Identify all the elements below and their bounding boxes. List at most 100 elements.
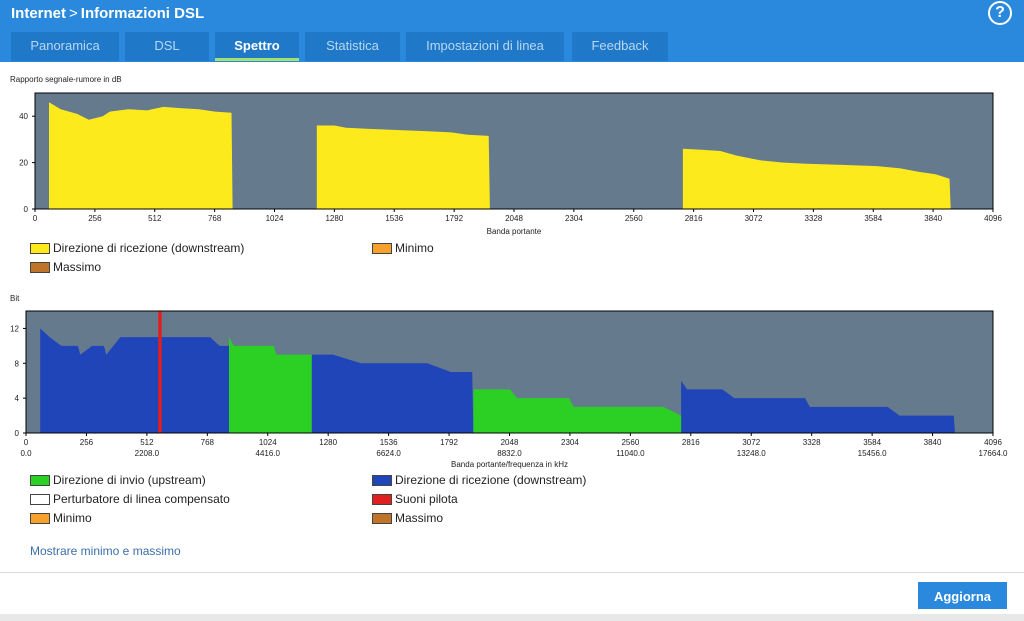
footer-divider [0,572,1024,573]
bits-x-tick-label: 3328 [803,438,821,447]
legend-swatch [30,474,50,486]
top-bar: Internet > Informazioni DSL ? Panoramica D… [0,0,1024,62]
snr-x-tick-label: 3840 [924,214,942,223]
bits-x-tick-label: 0 [24,438,29,447]
breadcrumb-separator-icon: > [69,5,78,22]
bits-x-tick-label: 1792 [440,438,458,447]
snr-x-tick-label: 2560 [625,214,643,223]
bits-series-direzione-di-ricezione-downstream- [40,328,955,433]
bits-chart-title: Bit [10,294,20,303]
bits-series-suoni-pilota [158,311,162,433]
snr-chart: 0 256 512 768 1024 1280 1536 1792 2048 2304 2560 28… [19,92,1002,236]
bits-x-tick-label: 2304 [561,438,579,447]
refresh-button[interactable]: Aggiorna [918,582,1007,609]
legend-label: Minimo [53,511,92,525]
legend-swatch [30,242,50,254]
legend-label: Perturbatore di linea compensato [53,492,230,506]
legend-snr-downstream: Direzione di ricezione (downstream) [30,241,244,255]
legend-swatch [372,493,392,505]
legend-label: Minimo [395,241,434,255]
snr-y-tick-label: 0 [24,205,29,214]
snr-x-tick-label: 1024 [266,214,284,223]
legend-bits-maximum: Massimo [372,511,443,525]
legend-bits-upstream: Direzione di invio (upstream) [30,473,206,487]
legend-swatch [30,512,50,524]
bits-y-tick-label: 4 [15,394,20,403]
bits-x-tick-label: 2048 [501,438,519,447]
snr-x-tick-label: 3072 [745,214,763,223]
bits-y-tick-label: 8 [15,359,20,368]
legend-swatch [372,474,392,486]
legend-snr-minimum: Minimo [372,241,434,255]
legend-swatch [372,242,392,254]
breadcrumb-section[interactable]: Internet [11,5,67,22]
help-icon[interactable]: ? [988,1,1012,25]
tab-panoramica[interactable]: Panoramica [11,32,119,61]
bits-x-axis-label: Banda portante/frequenza in kHz [451,460,568,469]
bits-x-freq-label: 4416.0 [256,449,281,458]
bits-x-tick-label: 256 [80,438,94,447]
snr-x-tick-label: 1536 [385,214,403,223]
bits-x-tick-label: 1536 [380,438,398,447]
snr-x-tick-label: 2304 [565,214,583,223]
bits-x-tick-label: 3584 [863,438,881,447]
snr-x-tick-label: 0 [33,214,38,223]
bits-x-tick-label: 2560 [621,438,639,447]
tab-feedback[interactable]: Feedback [572,32,668,61]
legend-snr-maximum: Massimo [30,260,101,274]
bits-x-tick-label: 3072 [742,438,760,447]
bits-x-freq-label: 8832.0 [497,449,522,458]
snr-x-tick-label: 3328 [804,214,822,223]
snr-y-tick-label: 20 [19,159,28,168]
bits-x-freq-label: 13248.0 [737,449,766,458]
snr-x-axis-label: Banda portante [487,227,542,236]
snr-y-tick-label: 40 [19,112,28,121]
tab-statistica[interactable]: Statistica [305,32,400,61]
snr-x-tick-label: 3584 [864,214,882,223]
legend-label: Suoni pilota [395,492,458,506]
legend-bits-minimum: Minimo [30,511,92,525]
bits-x-tick-label: 512 [140,438,154,447]
bits-x-tick-label: 1280 [319,438,337,447]
bits-x-tick-label: 3840 [924,438,942,447]
bits-x-tick-label: 4096 [984,438,1002,447]
bottom-edge [0,614,1024,621]
bits-series-direzione-di-invio-upstream- [229,337,682,433]
bits-y-tick-label: 12 [10,324,19,333]
legend-swatch [30,261,50,273]
legend-label: Massimo [53,260,102,274]
snr-x-tick-label: 512 [148,214,162,223]
legend-label: Massimo [395,511,444,525]
snr-series-direzione-di-ricezione-downstream- [49,102,951,209]
snr-x-tick-label: 1280 [325,214,343,223]
legend-swatch [372,512,392,524]
snr-x-tick-label: 2816 [685,214,703,223]
breadcrumb: Internet > Informazioni DSL [11,4,204,24]
tab-impostazioni-di-linea[interactable]: Impostazioni di linea [406,32,564,61]
bits-x-tick-label: 1024 [259,438,277,447]
bits-x-tick-label: 2816 [682,438,700,447]
bits-x-tick-label: 768 [201,438,215,447]
bits-y-tick-label: 0 [15,429,20,438]
snr-x-tick-label: 2048 [505,214,523,223]
legend-bits-pilot: Suoni pilota [372,492,458,506]
bits-x-freq-label: 15456.0 [858,449,887,458]
tab-spettro[interactable]: Spettro [215,32,299,61]
tab-dsl[interactable]: DSL [125,32,209,61]
snr-x-tick-label: 768 [208,214,222,223]
snr-chart-title: Rapporto segnale-rumore in dB [10,75,122,84]
bits-x-freq-label: 11040.0 [616,449,645,458]
legend-bits-perturbatore: Perturbatore di linea compensato [30,492,230,506]
snr-x-tick-label: 256 [88,214,102,223]
bits-chart: 0 256 512 768 1024 1280 1536 1792 2048 2304 2560 28… [10,310,1008,469]
snr-x-tick-label: 1792 [445,214,463,223]
snr-x-tick-label: 4096 [984,214,1002,223]
legend-label: Direzione di invio (upstream) [53,473,206,487]
legend-swatch [30,493,50,505]
legend-label: Direzione di ricezione (downstream) [53,241,245,255]
legend-label: Direzione di ricezione (downstream) [395,473,587,487]
show-minmax-link[interactable]: Mostrare minimo e massimo [30,544,181,558]
bits-x-freq-label: 0.0 [20,449,32,458]
bits-x-freq-label: 6624.0 [376,449,401,458]
legend-bits-downstream: Direzione di ricezione (downstream) [372,473,586,487]
